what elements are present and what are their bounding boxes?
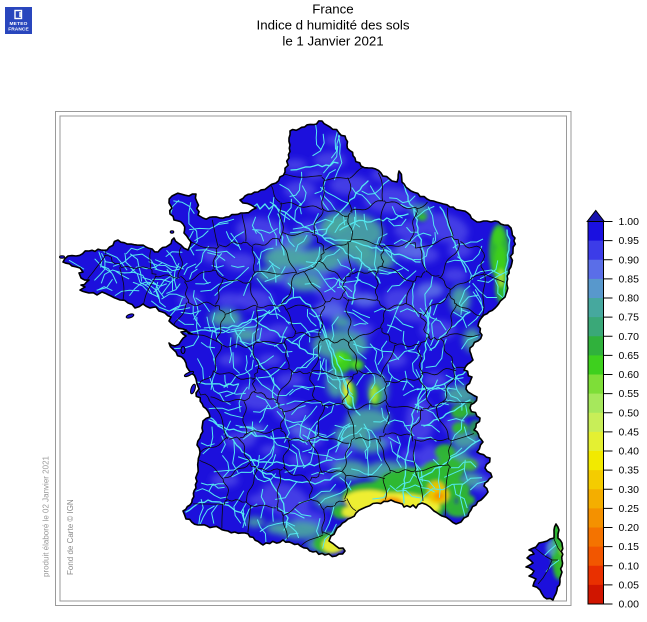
svg-text:0.05: 0.05: [619, 579, 640, 591]
svg-text:0.45: 0.45: [619, 426, 640, 438]
svg-text:1.00: 1.00: [619, 216, 640, 228]
svg-text:0.00: 0.00: [619, 599, 640, 611]
svg-text:0.20: 0.20: [619, 522, 640, 534]
svg-text:0.50: 0.50: [619, 407, 640, 419]
svg-text:FRANCE: FRANCE: [8, 27, 29, 33]
svg-text:0.90: 0.90: [619, 254, 640, 266]
svg-text:Indice d humidité des sols: Indice d humidité des sols: [257, 18, 410, 33]
svg-text:0.30: 0.30: [619, 484, 640, 496]
svg-text:0.60: 0.60: [619, 369, 640, 381]
svg-text:0.65: 0.65: [619, 350, 640, 362]
svg-text:0.55: 0.55: [619, 388, 640, 400]
svg-text:0.25: 0.25: [619, 503, 640, 515]
svg-text:produit élaboré le 02 Janvier: produit élaboré le 02 Janvier 2021: [42, 455, 51, 577]
svg-text:0.40: 0.40: [619, 446, 640, 458]
svg-text:0.85: 0.85: [619, 273, 640, 285]
svg-text:0.70: 0.70: [619, 331, 640, 343]
svg-text:METEO: METEO: [9, 21, 27, 27]
svg-text:0.75: 0.75: [619, 312, 640, 324]
svg-text:0.35: 0.35: [619, 465, 640, 477]
svg-text:0.95: 0.95: [619, 235, 640, 247]
svg-text:0.15: 0.15: [619, 541, 640, 553]
svg-text:le 1 Janvier 2021: le 1 Janvier 2021: [282, 34, 383, 49]
svg-text:France: France: [312, 2, 353, 17]
svg-text:Fond de Carte © IGN: Fond de Carte © IGN: [66, 499, 75, 575]
svg-text:0.10: 0.10: [619, 560, 640, 572]
svg-text:0.80: 0.80: [619, 293, 640, 305]
